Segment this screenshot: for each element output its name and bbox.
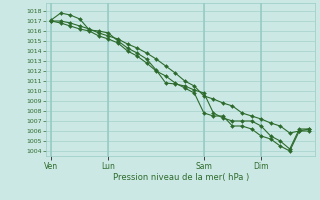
X-axis label: Pression niveau de la mer( hPa ): Pression niveau de la mer( hPa ) — [113, 173, 249, 182]
